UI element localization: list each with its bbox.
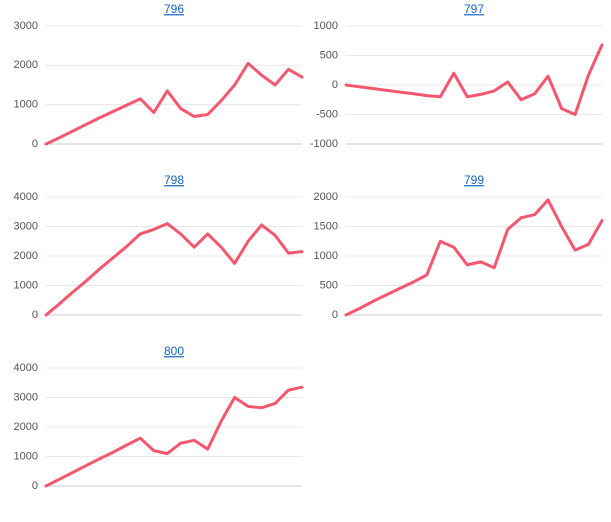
y-tick-label: 3000 bbox=[14, 220, 38, 232]
y-tick-label: 500 bbox=[320, 49, 338, 61]
chart-title[interactable]: 799 bbox=[464, 173, 484, 187]
y-tick-label: 2000 bbox=[14, 59, 38, 71]
y-tick-label: 1500 bbox=[314, 220, 338, 232]
y-tick-label: 0 bbox=[32, 309, 38, 321]
chart-title[interactable]: 800 bbox=[164, 344, 184, 358]
y-tick-label: 1000 bbox=[314, 250, 338, 262]
data-line bbox=[44, 61, 304, 146]
y-tick-label: 4000 bbox=[14, 362, 38, 374]
y-tick-label: 3000 bbox=[14, 391, 38, 403]
data-line bbox=[44, 385, 304, 488]
data-line bbox=[344, 198, 604, 317]
y-tick-label: 2000 bbox=[314, 191, 338, 203]
y-tick-label: 1000 bbox=[314, 20, 338, 32]
y-tick-label: 0 bbox=[32, 480, 38, 492]
y-tick-label: -500 bbox=[316, 108, 338, 120]
y-tick-label: 1000 bbox=[14, 450, 38, 462]
y-tick-label: 2000 bbox=[14, 421, 38, 433]
y-tick-label: 0 bbox=[32, 138, 38, 150]
y-tick-label: 500 bbox=[320, 279, 338, 291]
data-line bbox=[344, 43, 604, 116]
y-tick-label: 2000 bbox=[14, 250, 38, 262]
y-tick-label: 1000 bbox=[14, 279, 38, 291]
chart-title[interactable]: 797 bbox=[464, 2, 484, 16]
y-tick-label: 0 bbox=[332, 79, 338, 91]
y-tick-label: 1000 bbox=[14, 99, 38, 111]
y-tick-label: -1000 bbox=[310, 138, 338, 150]
y-tick-label: 4000 bbox=[14, 191, 38, 203]
y-tick-label: 0 bbox=[332, 309, 338, 321]
chart-title[interactable]: 798 bbox=[164, 173, 184, 187]
y-tick-label: 3000 bbox=[14, 20, 38, 32]
chart-title[interactable]: 796 bbox=[164, 2, 184, 16]
data-line bbox=[44, 222, 304, 317]
